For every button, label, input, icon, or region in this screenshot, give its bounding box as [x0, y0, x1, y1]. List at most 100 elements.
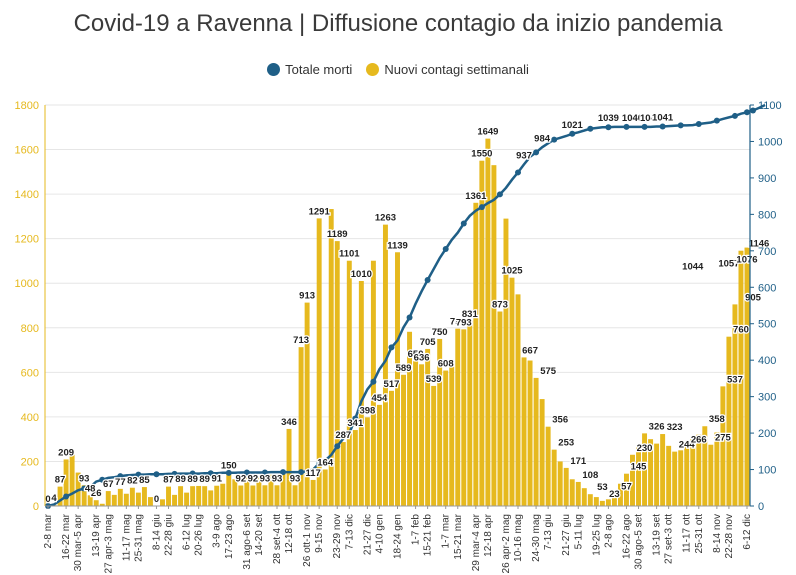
bar	[304, 302, 310, 506]
line-point	[695, 120, 702, 127]
line-point	[515, 169, 522, 176]
bar	[726, 336, 732, 506]
data-label: 346	[281, 417, 297, 428]
bar	[744, 247, 750, 507]
line-point	[261, 469, 268, 476]
bar	[642, 433, 648, 506]
x-tick-label: 25-31 ott	[694, 514, 705, 554]
legend-item-nuovi-contagi[interactable]: Nuovi contagi settimanali	[366, 62, 529, 77]
line-point	[551, 136, 558, 143]
data-label: 48	[85, 483, 96, 494]
bar	[485, 138, 491, 506]
x-tick-label: 28 set-4 ott	[272, 514, 283, 564]
bar-series	[51, 138, 750, 507]
bar	[256, 477, 262, 506]
bar	[624, 473, 629, 506]
data-label: 831	[462, 309, 479, 320]
x-tick-label: 26 apr-2 mag	[501, 514, 512, 573]
bar	[419, 364, 425, 506]
line-point	[370, 378, 377, 385]
bar	[581, 488, 587, 506]
data-label: 1550	[471, 149, 492, 160]
line-point	[533, 149, 540, 156]
x-tick-label: 22-28 nov	[724, 514, 735, 558]
data-label: 89	[187, 474, 198, 485]
data-label: 93	[272, 473, 283, 484]
bar	[611, 493, 617, 506]
bar	[521, 357, 527, 506]
data-label: 1044	[682, 261, 704, 272]
data-label: 145	[631, 462, 648, 473]
y-right-tick-label: 1100	[758, 100, 782, 112]
bar	[708, 444, 714, 506]
data-label: 77	[115, 477, 126, 488]
x-tick-label: 19-25 lug	[591, 514, 602, 556]
bar	[69, 454, 75, 506]
data-label: 873	[492, 300, 508, 311]
data-label: 341	[347, 418, 364, 429]
bar	[310, 479, 316, 506]
bar	[636, 446, 641, 506]
line-point	[641, 123, 648, 130]
line-point	[406, 314, 413, 321]
y-left-tick-label: 200	[21, 456, 39, 468]
bar	[515, 294, 521, 506]
data-label: 705	[420, 337, 437, 348]
data-label: 89	[175, 474, 186, 485]
line-point	[298, 469, 305, 476]
x-tick-label: 9-15 nov	[314, 514, 325, 553]
bar	[274, 485, 280, 506]
x-tick-label: 12-18 ott	[284, 514, 295, 554]
data-label: 1101	[339, 249, 360, 260]
data-label: 171	[570, 456, 587, 467]
y-left-tick-label: 1600	[15, 145, 39, 157]
x-tick-label: 26 ott-1 nov	[302, 514, 313, 567]
bar	[539, 399, 545, 506]
data-label: 650	[408, 349, 424, 360]
legend-item-totale-morti[interactable]: Totale morti	[267, 62, 352, 77]
data-label: 1189	[327, 229, 348, 240]
axes: 0200400600800100012001400160018000100200…	[15, 100, 783, 573]
line-point	[659, 123, 666, 130]
legend-swatch-line	[267, 63, 281, 76]
bar	[672, 451, 678, 506]
data-label: 287	[335, 430, 351, 441]
line-point	[388, 344, 395, 351]
data-label: 1076	[736, 254, 757, 265]
x-tick-label: 21-27 dic	[362, 514, 373, 555]
line-point	[243, 469, 250, 476]
line-point	[496, 191, 503, 198]
data-label: 1139	[387, 240, 408, 251]
data-label: 1291	[309, 206, 331, 217]
bar	[340, 442, 346, 506]
bar	[346, 260, 352, 506]
y-right-tick-label: 200	[758, 428, 776, 440]
bar	[702, 426, 708, 506]
legend-label-nuovi-contagi: Nuovi contagi settimanali	[384, 62, 529, 77]
bar	[298, 347, 304, 506]
data-label: 67	[103, 479, 114, 490]
line-point	[63, 493, 70, 500]
bar	[220, 483, 226, 506]
bar	[533, 377, 539, 506]
data-label: 636	[414, 352, 430, 363]
bar	[376, 404, 382, 506]
bar	[431, 385, 437, 506]
y-right-tick-label: 100	[758, 465, 776, 477]
bar	[593, 497, 599, 506]
bar	[364, 417, 370, 506]
data-label: 117	[305, 468, 320, 479]
data-label: 1361	[465, 191, 487, 202]
line-point	[316, 460, 323, 467]
bar	[684, 446, 690, 506]
bar	[563, 467, 569, 506]
bar	[617, 483, 623, 506]
bar	[123, 493, 129, 506]
data-label: 1010	[351, 269, 372, 280]
data-label: 358	[709, 414, 725, 425]
x-tick-label: 5-11 lug	[573, 514, 584, 549]
bar	[551, 449, 557, 506]
data-label: 537	[727, 374, 743, 385]
line-point	[569, 130, 576, 137]
data-label: 1146	[749, 239, 770, 250]
